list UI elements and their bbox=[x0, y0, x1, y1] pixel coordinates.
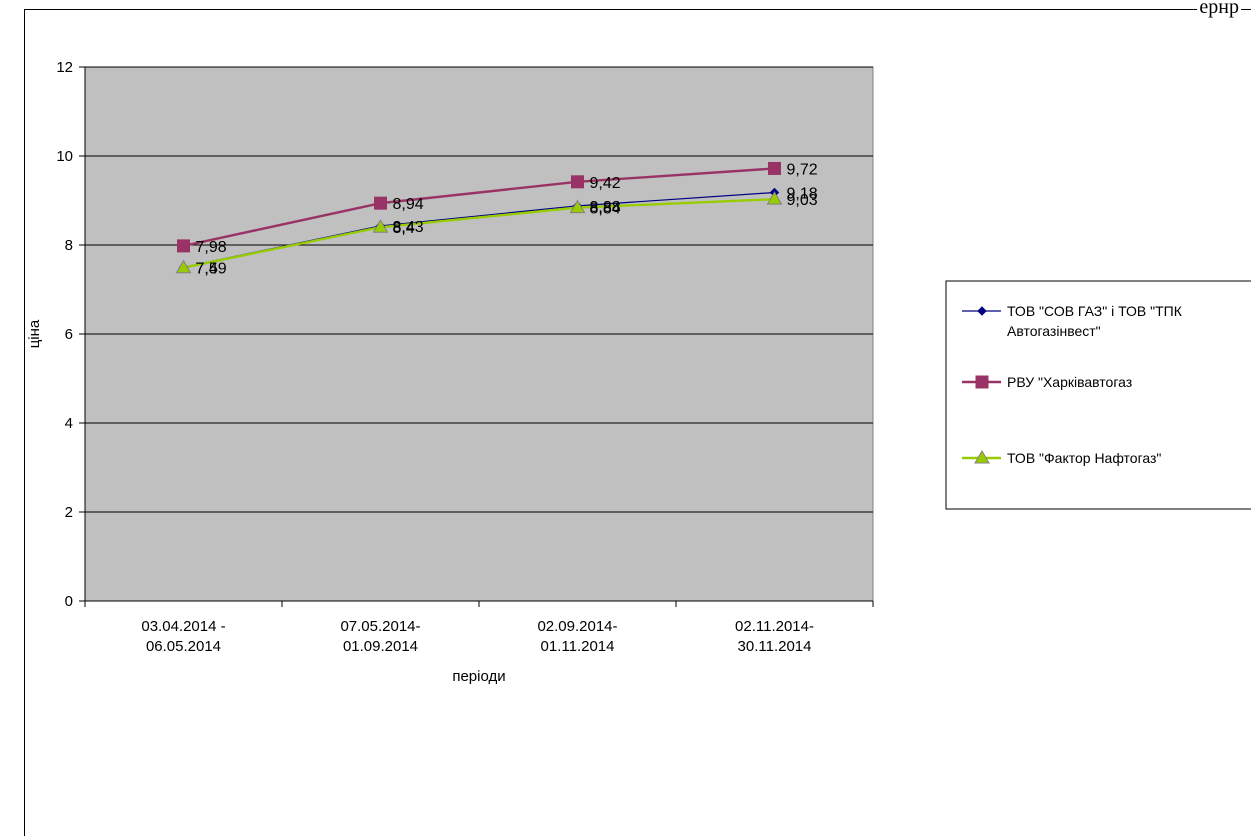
series-point-square bbox=[571, 175, 584, 189]
data-label: 7,5 bbox=[196, 260, 218, 277]
series-point-triangle bbox=[766, 191, 783, 205]
series-point-square bbox=[374, 196, 387, 210]
series-point-square bbox=[177, 239, 190, 253]
series-line bbox=[183, 197, 775, 269]
data-label: 8,94 bbox=[393, 196, 424, 213]
data-label: 9,03 bbox=[787, 192, 818, 209]
legend-label: ТОВ "Фактор Нафтогаз" bbox=[1007, 450, 1161, 466]
series-point-triangle bbox=[175, 259, 192, 274]
data-label: 9,18 bbox=[787, 185, 818, 202]
x-axis-title: періоди bbox=[452, 668, 505, 685]
data-label: 8,84 bbox=[590, 201, 621, 218]
y-tick-label: 6 bbox=[65, 326, 73, 343]
y-axis-title: ціна bbox=[26, 319, 43, 348]
series-line bbox=[183, 167, 775, 248]
series-point-square bbox=[768, 161, 781, 175]
data-label: 7,98 bbox=[196, 239, 227, 256]
data-label: 9,72 bbox=[787, 161, 818, 178]
x-tick-label: 02.11.2014-30.11.2014 bbox=[735, 618, 814, 655]
series-point-triangle bbox=[569, 199, 586, 214]
x-tick-label: 03.04.2014 -06.05.2014 bbox=[141, 618, 225, 655]
y-tick-label: 10 bbox=[56, 148, 73, 165]
legend-label: ТОВ "СОВ ГАЗ" і ТОВ "ТПК bbox=[1007, 303, 1183, 319]
y-tick-label: 2 bbox=[65, 504, 73, 521]
legend-label: РВУ "Харківавтогаз bbox=[1007, 374, 1132, 390]
y-tick-label: 0 bbox=[65, 593, 73, 610]
chart-frame: ернр bbox=[24, 0, 1251, 836]
x-tick-label: 07.05.2014-01.09.2014 bbox=[340, 618, 420, 655]
legend-marker bbox=[975, 375, 989, 389]
data-label: 8,88 bbox=[590, 199, 621, 216]
page-header-text: ернр bbox=[1197, 0, 1241, 17]
data-label: 9,42 bbox=[590, 175, 621, 192]
y-tick-label: 8 bbox=[65, 237, 73, 254]
data-label: 8,4 bbox=[393, 220, 415, 237]
x-tick-label: 02.09.2014-01.11.2014 bbox=[537, 618, 617, 655]
y-tick-label: 4 bbox=[65, 415, 73, 432]
legend-marker bbox=[977, 306, 987, 316]
legend-marker bbox=[974, 450, 990, 464]
legend-box bbox=[945, 280, 1251, 510]
legend-label: Автогазінвест" bbox=[1007, 323, 1101, 339]
y-tick-label: 12 bbox=[56, 59, 73, 76]
series-point-triangle bbox=[372, 219, 389, 233]
data-label: 8,43 bbox=[393, 219, 424, 236]
data-label: 7,49 bbox=[196, 261, 227, 278]
